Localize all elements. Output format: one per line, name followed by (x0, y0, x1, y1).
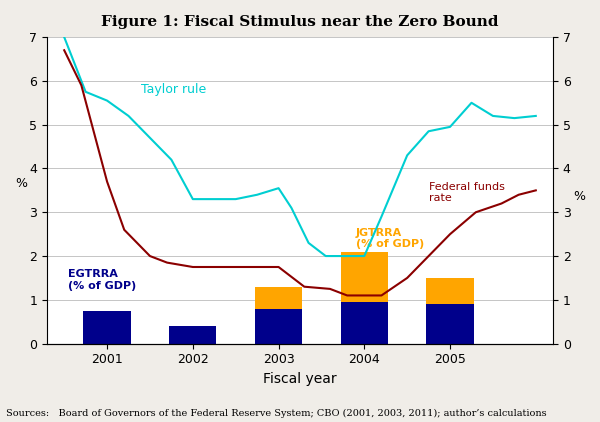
Bar (255, 308, 302, 344)
Text: Sources:   Board of Governors of the Federal Reserve System; CBO (2001, 2003, 20: Sources: Board of Governors of the Feder… (6, 408, 547, 418)
Title: Figure 1: Fiscal Stimulus near the Zero Bound: Figure 1: Fiscal Stimulus near the Zero … (101, 15, 499, 29)
Text: JGTRRA
(% of GDP): JGTRRA (% of GDP) (356, 227, 424, 249)
Bar (341, 252, 388, 302)
Bar (169, 326, 217, 344)
Bar (255, 287, 302, 308)
Bar (427, 304, 473, 344)
X-axis label: Fiscal year: Fiscal year (263, 372, 337, 386)
Bar (83, 311, 131, 344)
Text: Federal funds
rate: Federal funds rate (428, 181, 505, 203)
Text: Taylor rule: Taylor rule (142, 83, 206, 96)
Text: EGTRRA
(% of GDP): EGTRRA (% of GDP) (68, 269, 137, 291)
Y-axis label: %: % (15, 177, 27, 190)
Bar (341, 302, 388, 344)
Bar (427, 278, 473, 304)
Y-axis label: %: % (573, 190, 585, 203)
